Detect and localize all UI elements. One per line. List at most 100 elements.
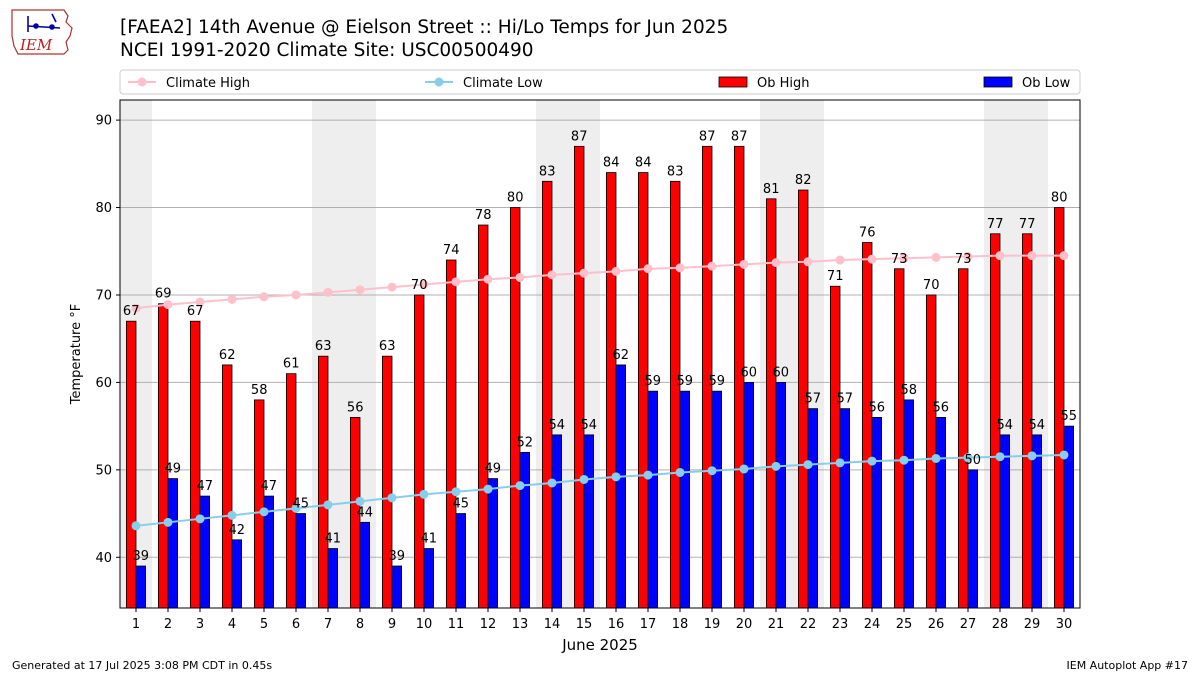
climate-high-point [707,261,717,271]
ob-low-bar [327,548,339,609]
ob-low-value-label: 55 [1061,409,1078,424]
iem-logo: IEM [11,9,73,55]
ob-low-value-label: 41 [325,532,342,547]
ob-high-bar [221,364,233,609]
ob-low-bar [519,451,531,609]
climate-high-point [771,258,781,268]
climate-high-point [323,287,333,297]
climate-low-point [483,484,493,494]
ob-low-value-label: 39 [133,549,150,564]
x-tick-label: 23 [832,617,849,632]
ob-low-value-label: 54 [581,418,598,433]
ob-high-bar [413,294,425,609]
ob-low-bar [807,408,819,609]
ob-low-bar [391,565,403,609]
climate-low-point [803,460,813,470]
climate-low-legend-label: Climate Low [463,76,543,91]
ob-high-bar [157,303,169,609]
ob-high-value-label: 67 [123,304,140,319]
x-tick-label: 8 [356,617,364,632]
climate-high-point [899,253,909,263]
x-tick-label: 16 [608,617,625,632]
ob-high-value-label: 77 [987,217,1004,232]
x-tick-label: 24 [864,617,881,632]
x-tick-label: 11 [448,617,465,632]
climate-high-point [195,297,205,307]
climate-low-point [1059,450,1069,460]
climate-high-point [547,270,557,280]
ob-high-value-label: 58 [251,383,268,398]
climate-high-point [1027,251,1037,261]
ob-high-bar [894,268,905,609]
climate-high-legend-marker [137,77,147,87]
x-tick-label: 20 [736,617,753,632]
ob-low-legend-label: Ob Low [1022,76,1071,91]
ob-low-value-label: 59 [709,374,726,389]
ob-high-bar [285,373,297,609]
climate-high-point [291,290,301,300]
ob-high-value-label: 83 [539,164,556,179]
ob-low-value-label: 58 [901,383,918,398]
ob-high-value-label: 73 [891,252,908,267]
ob-high-value-label: 62 [219,348,236,363]
climate-low-point [227,510,237,520]
ob-low-value-label: 59 [645,374,662,389]
ob-high-bar [606,172,617,609]
ob-high-value-label: 70 [411,278,428,293]
ob-high-bar [126,320,137,609]
x-axis-label: June 2025 [561,636,638,654]
climate-low-point [707,466,717,476]
weather-station-icon [27,13,61,32]
climate-high-point [163,300,173,310]
climate-low-point [771,461,781,471]
climate-low-point [131,521,141,531]
ob-high-value-label: 76 [859,226,876,241]
y-tick-label: 70 [95,288,112,303]
y-tick-label: 40 [95,551,112,566]
x-tick-label: 10 [416,617,433,632]
climate-lines [131,251,1069,531]
legend: Climate High Climate Low Ob High Ob Low [119,69,1081,95]
ob-high-value-label: 84 [635,156,652,171]
ob-low-bar [775,382,787,609]
ob-high-value-label: 63 [315,339,332,354]
climate-low-point [739,464,749,474]
ob-low-value-label: 57 [805,392,822,407]
x-tick-label: 21 [768,617,785,632]
ob-low-value-label: 56 [869,400,886,415]
ob-low-value-label: 54 [1029,418,1046,433]
climate-low-point [323,500,333,510]
climate-low-point [515,481,525,491]
climate-high-point [675,263,685,273]
x-tick-label: 27 [960,617,977,632]
climate-high-point [515,272,525,282]
climate-high-point [259,292,269,302]
climate-high-legend-label: Climate High [166,76,250,91]
climate-low-point [451,487,461,497]
ob-low-bar [583,434,595,609]
ob-high-bar [445,259,457,609]
x-tick-label: 28 [992,617,1009,632]
ob-low-bar [615,364,627,609]
ob-low-bar [967,469,979,609]
ob-high-value-label: 84 [603,156,620,171]
ob-high-value-label: 83 [667,164,684,179]
x-tick-label: 15 [576,617,593,632]
ob-high-bar [1054,207,1065,609]
climate-low-point [291,503,301,513]
climate-low-point [579,474,589,484]
ob-high-value-label: 69 [155,287,172,302]
ob-high-value-label: 56 [347,400,364,415]
ob-high-value-label: 67 [187,304,204,319]
ob-low-bar [839,408,851,609]
ob-low-bar [231,539,243,609]
y-tick-label: 50 [95,463,112,478]
climate-high-point [483,274,493,284]
x-tick-label: 26 [928,617,945,632]
climate-high-point [931,252,941,262]
y-tick-label: 60 [95,376,112,391]
climate-low-point [643,470,653,480]
climate-high-point [995,251,1005,261]
climate-high-line [135,254,1064,310]
